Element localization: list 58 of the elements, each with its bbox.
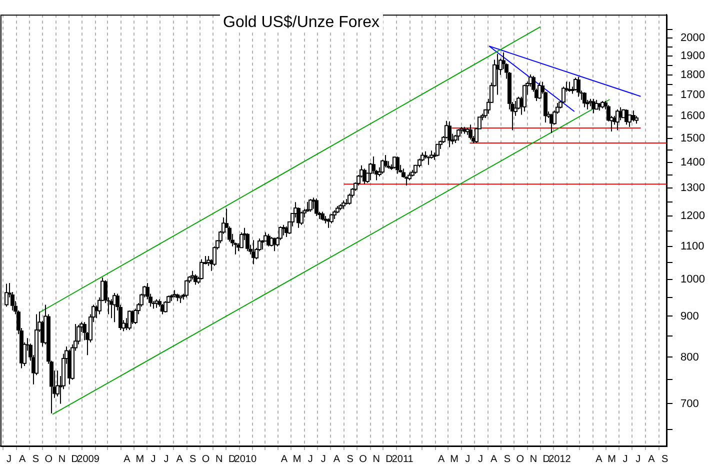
x-tick-label: O xyxy=(202,454,210,465)
x-tick-label: M xyxy=(292,454,302,465)
y-tick-label: 2000 xyxy=(680,32,706,44)
x-tick-label: A xyxy=(596,454,603,465)
x-tick-label: N xyxy=(58,454,66,465)
x-tick-label: D xyxy=(386,454,393,465)
x-tick-label: O xyxy=(44,454,53,465)
y-tick-label: 1900 xyxy=(680,50,706,62)
x-tick-label: J xyxy=(6,454,12,465)
x-tick-label: J xyxy=(636,454,641,465)
y-tick-label: 1800 xyxy=(680,68,706,81)
x-tick-label: J xyxy=(622,454,628,465)
y-tick-label: 1700 xyxy=(680,88,706,101)
x-tick-label: D xyxy=(542,454,550,465)
x-tick-label: A xyxy=(438,454,445,465)
y-tick-label: 1300 xyxy=(680,182,706,194)
x-tick-label: O xyxy=(516,454,524,465)
x-tick-label: D xyxy=(71,454,79,465)
x-tick-label: A xyxy=(124,454,131,465)
x-tick-label: S xyxy=(190,454,197,465)
y-tick-label: 1000 xyxy=(680,274,706,286)
x-tick-label: N xyxy=(372,454,380,465)
x-tick-label: J xyxy=(150,454,156,465)
x-tick-label: N xyxy=(216,454,223,465)
x-tick-label: S xyxy=(32,454,40,465)
x-tick-label: N xyxy=(530,454,538,465)
y-tick-label: 1600 xyxy=(680,110,706,122)
x-tick-label: M xyxy=(450,454,458,465)
x-tick-label: J xyxy=(465,454,470,465)
x-tick-label: A xyxy=(490,454,498,465)
x-tick-label: A xyxy=(648,454,656,465)
y-tick-label: 1500 xyxy=(680,132,706,144)
x-tick-label: A xyxy=(333,454,340,465)
x-tick-label: J xyxy=(164,454,169,465)
chart-title: Gold US$/Unze Forex xyxy=(220,14,383,32)
x-tick-label: 2009 xyxy=(77,454,100,465)
y-tick-label: 800 xyxy=(680,351,699,364)
y-tick-label: 700 xyxy=(680,398,699,410)
x-tick-label: J xyxy=(478,454,484,465)
x-tick-label: 2010 xyxy=(234,454,257,465)
x-tick-label: O xyxy=(359,454,368,465)
x-tick-label: A xyxy=(280,454,288,465)
y-tick-label: 1400 xyxy=(680,156,706,168)
x-tick-label: S xyxy=(661,454,668,465)
x-tick-label: 2011 xyxy=(392,454,414,465)
x-tick-label: S xyxy=(346,454,354,465)
x-tick-label: 2012 xyxy=(548,454,572,465)
x-tick-label: A xyxy=(19,454,26,465)
x-tick-label: J xyxy=(320,454,326,465)
x-tick-label: M xyxy=(136,454,144,465)
x-tick-label: D xyxy=(228,454,236,465)
x-tick-label: M xyxy=(608,454,616,465)
x-tick-label: J xyxy=(308,454,313,465)
y-tick-label: 1200 xyxy=(680,210,706,222)
x-tick-label: A xyxy=(176,454,184,465)
y-tick-label: 1100 xyxy=(680,240,704,252)
y-tick-label: 900 xyxy=(680,310,699,322)
x-tick-label: S xyxy=(504,454,511,465)
